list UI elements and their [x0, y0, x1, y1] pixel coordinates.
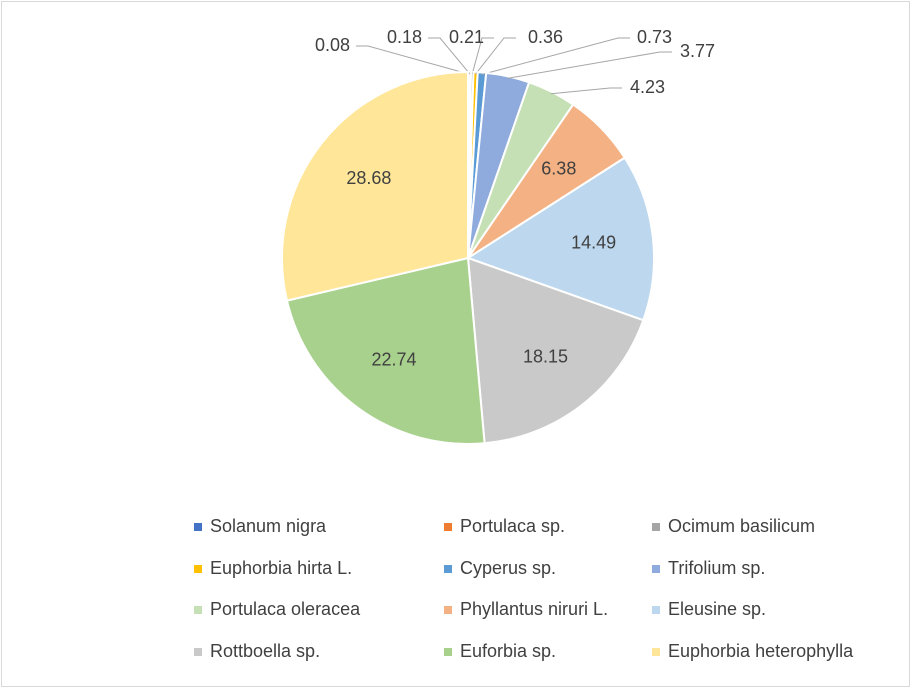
- data-label: 22.74: [371, 349, 416, 369]
- leader-line: [481, 37, 630, 76]
- leader-line: [550, 87, 622, 95]
- data-label: 0.36: [528, 27, 563, 47]
- legend-label: Solanum nigra: [210, 516, 327, 536]
- pie-slice: [465, 156, 655, 322]
- legend-label: Rottboella sp.: [210, 641, 320, 661]
- pie-slice: [466, 256, 645, 445]
- legend-swatch: [652, 606, 660, 614]
- legend-label: Phyllantus niruri L.: [460, 599, 608, 619]
- legend-label: Portulaca oleracea: [210, 599, 361, 619]
- legend-swatch: [444, 606, 452, 614]
- data-label: 3.77: [680, 41, 715, 61]
- leader-line: [356, 45, 469, 75]
- legend-swatch: [444, 523, 452, 531]
- data-label: 0.73: [637, 27, 672, 47]
- pie-slice: [281, 70, 469, 302]
- legend-swatch: [652, 648, 660, 656]
- data-label: 28.68: [346, 168, 391, 188]
- data-label: 0.18: [387, 27, 422, 47]
- legend-label: Euphorbia heterophylla: [668, 641, 854, 661]
- legend-label: Portulaca sp.: [460, 516, 565, 536]
- legend-label: Eleusine sp.: [668, 599, 766, 619]
- legend-swatch: [444, 565, 452, 573]
- legend-label: Cyperus sp.: [460, 558, 556, 578]
- legend-swatch: [194, 565, 202, 573]
- legend-swatch: [652, 523, 660, 531]
- data-label: 4.23: [630, 77, 665, 97]
- legend-label: Trifolium sp.: [668, 558, 765, 578]
- legend-swatch: [652, 565, 660, 573]
- data-label: 18.15: [523, 347, 568, 367]
- data-label: 0.08: [315, 35, 350, 55]
- data-label: 0.21: [449, 27, 484, 47]
- leader-line: [471, 37, 494, 75]
- legend-label: Ocimum basilicum: [668, 516, 815, 536]
- legend-swatch: [194, 606, 202, 614]
- data-label: 14.49: [571, 232, 616, 252]
- legend-swatch: [194, 648, 202, 656]
- leader-line: [475, 37, 516, 75]
- leader-line: [507, 51, 672, 79]
- legend-label: Euforbia sp.: [460, 641, 556, 661]
- legend-swatch: [194, 523, 202, 531]
- leader-line: [428, 37, 471, 75]
- legend-label: Euphorbia hirta L.: [210, 558, 352, 578]
- data-label: 6.38: [541, 159, 576, 179]
- pie-slice: [285, 256, 486, 445]
- legend-swatch: [444, 648, 452, 656]
